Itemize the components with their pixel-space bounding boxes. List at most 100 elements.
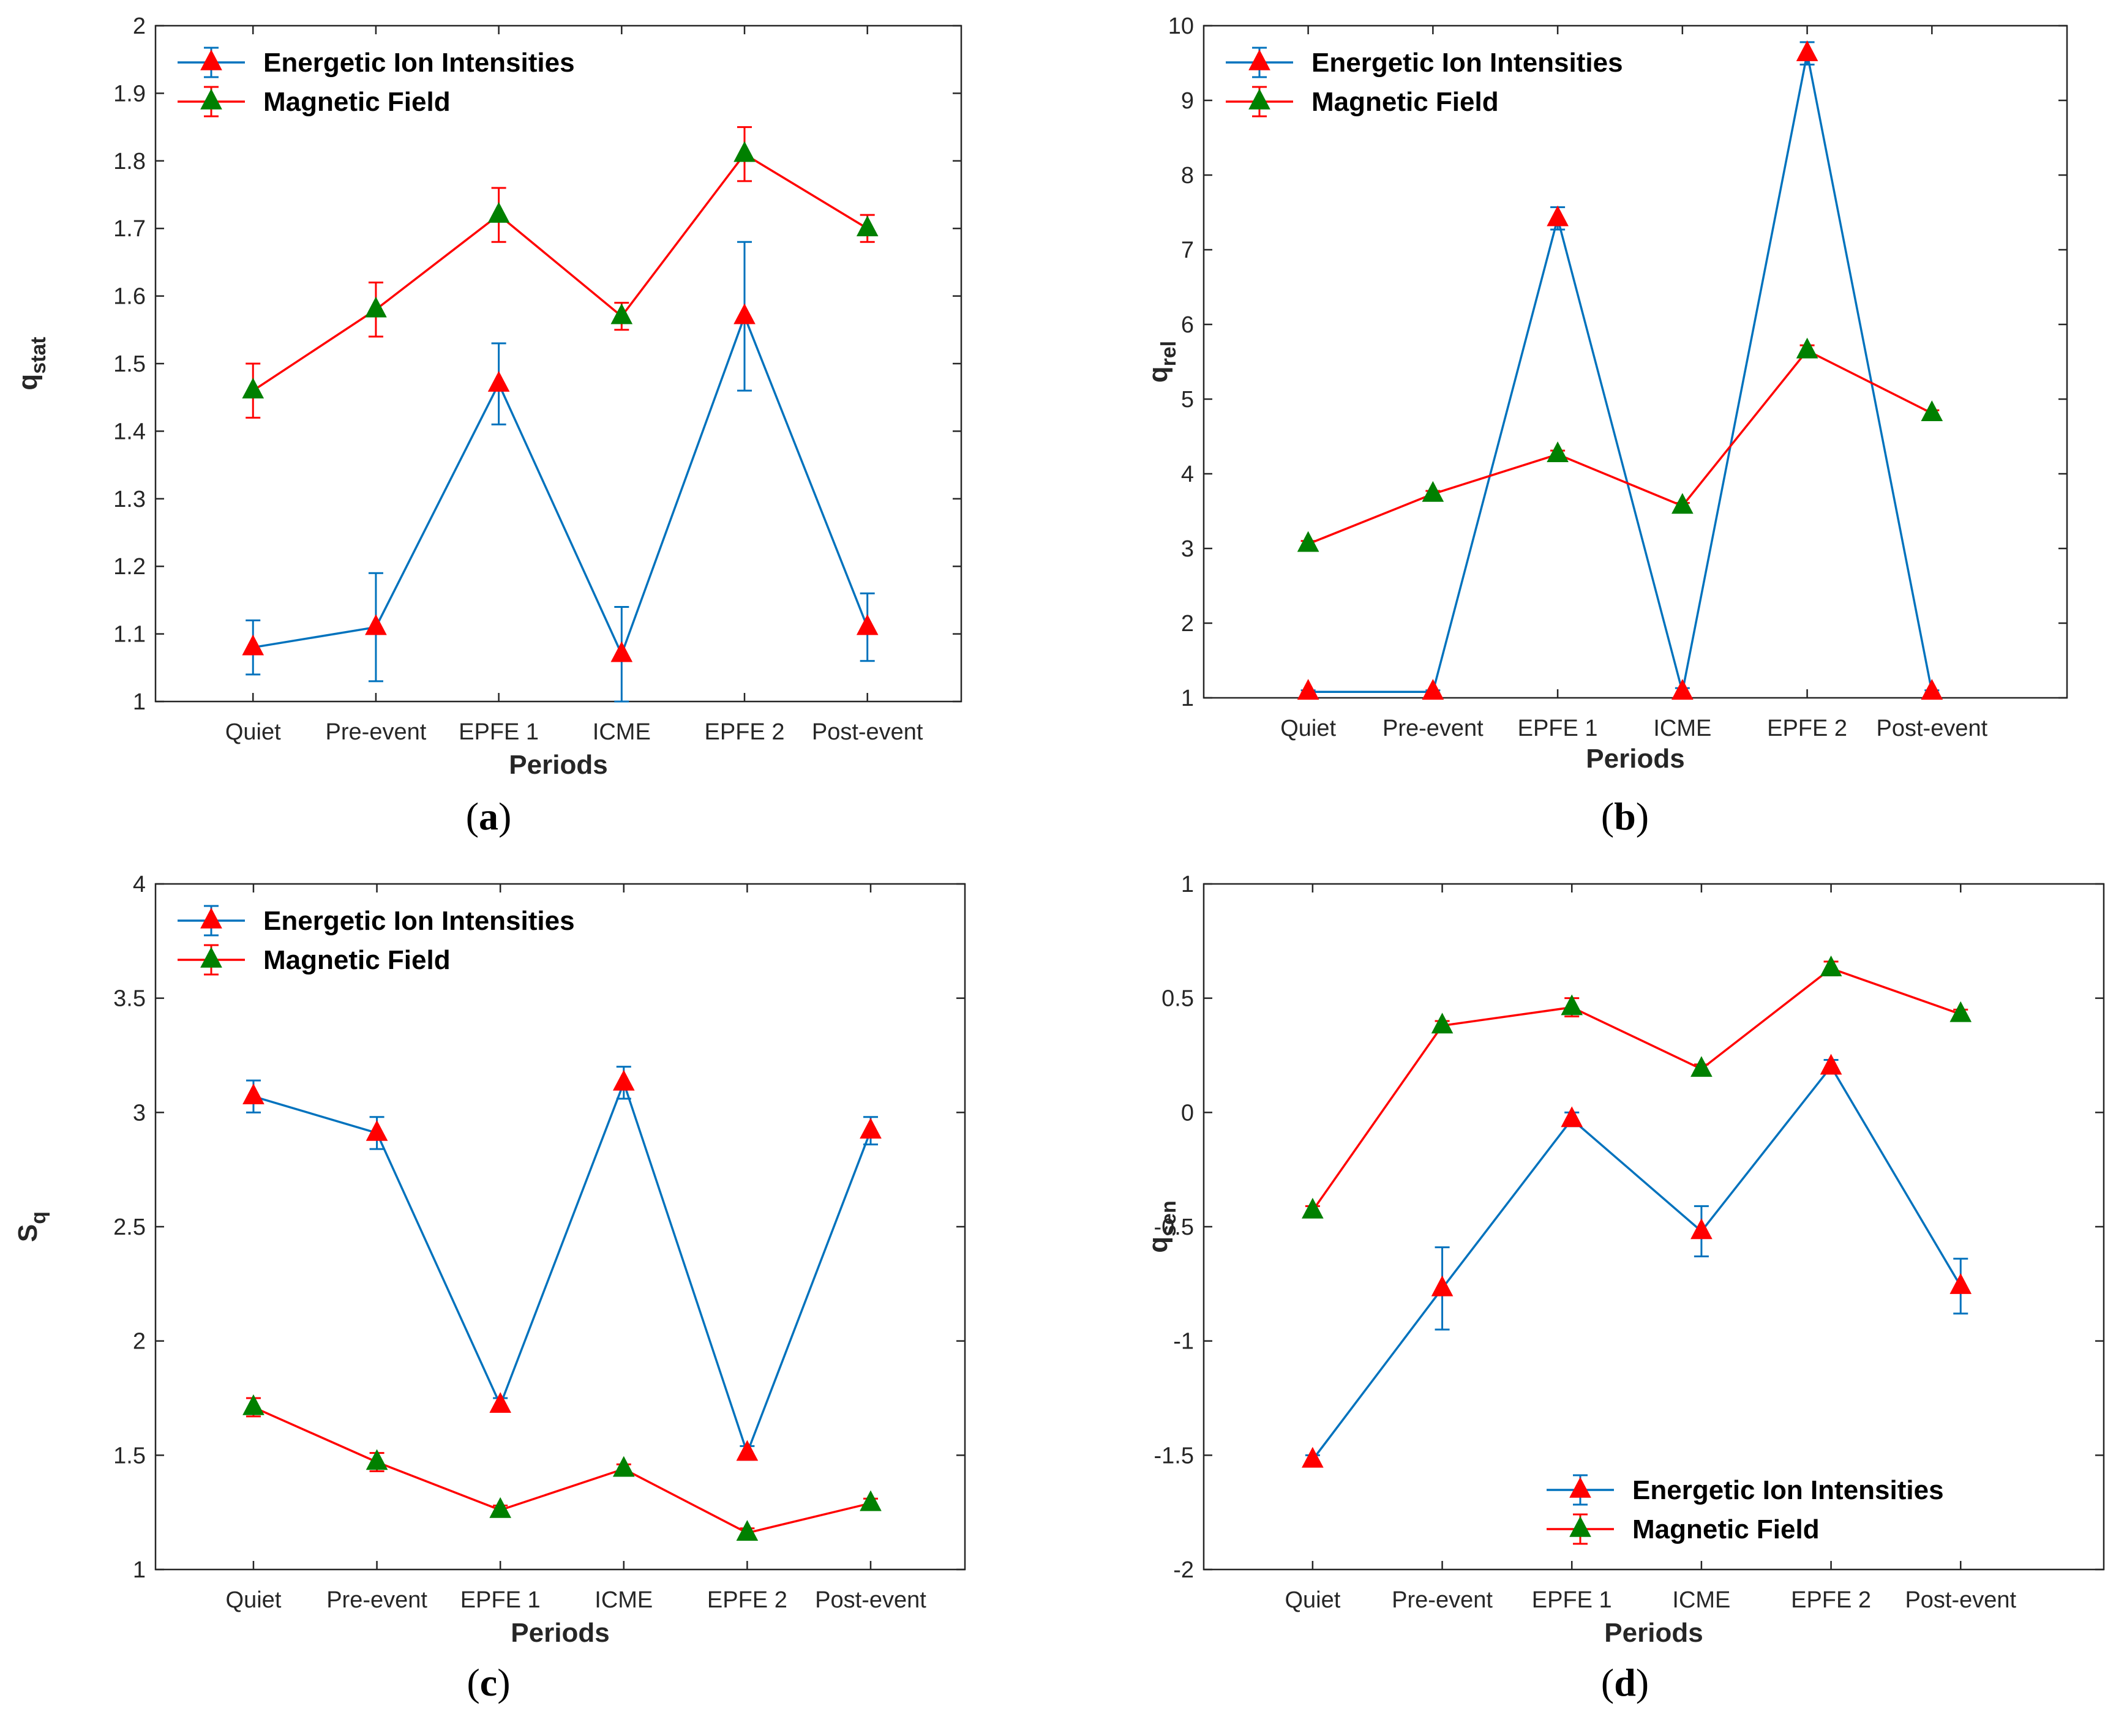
series-magnetic-field bbox=[1302, 956, 1972, 1219]
y-axis-title: qstat bbox=[13, 337, 50, 390]
data-point-marker bbox=[365, 296, 387, 318]
data-point-marker bbox=[610, 303, 633, 324]
data-point-marker bbox=[733, 141, 756, 162]
chart-panel-b: 1 2 3 4 5 6 7 8 9 10 Quiet Pre-event EPFE 1 ICME EPFE … bbox=[1143, 13, 2068, 838]
x-tick-label: EPFE 2 bbox=[1767, 716, 1847, 741]
data-point-marker bbox=[366, 1120, 388, 1141]
x-tick-label: Pre-event bbox=[326, 1587, 427, 1613]
data-point-marker bbox=[1949, 1273, 1972, 1294]
series-line bbox=[1311, 967, 1961, 1211]
y-axis-title-main: S bbox=[13, 1224, 43, 1242]
y-tick-label: 1.7 bbox=[113, 216, 146, 242]
x-tick-label: Pre-event bbox=[1383, 716, 1484, 741]
data-point-marker bbox=[242, 378, 264, 398]
legend-marker bbox=[1248, 88, 1270, 110]
caption-paren-close: ) bbox=[497, 1661, 510, 1704]
caption-paren-close: ) bbox=[1636, 795, 1649, 838]
x-axis-title: Periods bbox=[509, 750, 607, 780]
data-point-marker bbox=[610, 641, 633, 662]
data-point-marker bbox=[1431, 1275, 1454, 1296]
x-tick-label: ICME bbox=[595, 1587, 653, 1613]
x-tick-label: Quiet bbox=[226, 1587, 282, 1613]
data-point-marker bbox=[1547, 441, 1569, 463]
plot-area-frame bbox=[1202, 24, 2068, 699]
data-point-marker bbox=[487, 202, 510, 223]
legend: Energetic Ion Intensities Magnetic Field bbox=[178, 905, 575, 976]
y-axis-title-subscript: sen bbox=[1157, 1200, 1180, 1237]
caption-paren-close: ) bbox=[498, 795, 511, 838]
panel-caption: (a) bbox=[466, 795, 512, 838]
y-tick-label: 9 bbox=[1181, 88, 1194, 114]
y-tick-label: 1 bbox=[1181, 872, 1194, 897]
panel-caption: (c) bbox=[467, 1661, 510, 1704]
data-point-marker bbox=[242, 1083, 264, 1104]
plot-area-frame bbox=[1202, 883, 2105, 1571]
legend-label: Energetic Ion Intensities bbox=[1632, 1475, 1944, 1505]
chart-panel-a: 1 1.1 1.2 1.3 1.4 1.5 1.6 1.7 1.8 1.9 2 Quiet Pre-ev… bbox=[13, 13, 962, 838]
y-axis-title-subscript: stat bbox=[27, 337, 50, 373]
x-tick-label: EPFE 2 bbox=[705, 719, 785, 745]
series-line bbox=[1307, 349, 1933, 545]
y-tick-label: 3 bbox=[133, 1100, 146, 1126]
data-point-marker bbox=[736, 1440, 759, 1461]
data-point-marker bbox=[1422, 679, 1444, 700]
y-tick-label: 3.5 bbox=[113, 986, 146, 1012]
data-point-marker bbox=[1302, 1446, 1324, 1468]
x-tick-label: Post-event bbox=[815, 1587, 926, 1613]
y-axis-title-main: q bbox=[1143, 366, 1173, 383]
x-tick-label: ICME bbox=[593, 719, 651, 745]
x-tick-label: EPFE 2 bbox=[707, 1587, 787, 1613]
y-tick-label: 6 bbox=[1181, 312, 1194, 338]
caption-paren-close: ) bbox=[1636, 1661, 1649, 1704]
x-tick-label: EPFE 2 bbox=[1791, 1587, 1871, 1613]
series-line bbox=[252, 313, 869, 657]
data-point-marker bbox=[242, 1394, 264, 1415]
x-tick-label: ICME bbox=[1672, 1587, 1730, 1613]
data-point-marker bbox=[860, 1118, 882, 1139]
legend-marker bbox=[200, 907, 222, 929]
chart-panel-d: -2 -1.5 -1 -0.5 0 0.5 1 Quiet Pre-event EPFE 1 ICM… bbox=[1143, 872, 2105, 1704]
legend-marker bbox=[200, 88, 222, 110]
y-tick-label: 1.6 bbox=[113, 284, 146, 310]
legend-marker bbox=[200, 49, 222, 70]
data-point-marker bbox=[860, 1490, 882, 1511]
caption-letter: c bbox=[480, 1661, 497, 1704]
data-point-marker bbox=[365, 614, 387, 635]
x-axis-title: Periods bbox=[511, 1618, 609, 1648]
data-point-marker bbox=[489, 1392, 512, 1413]
caption-letter: b bbox=[1614, 795, 1636, 838]
data-point-marker bbox=[1297, 679, 1319, 700]
data-point-marker bbox=[1302, 1197, 1324, 1219]
data-point-marker bbox=[487, 371, 510, 392]
data-point-marker bbox=[856, 614, 879, 635]
series-line bbox=[252, 152, 868, 392]
series-energetic-ion bbox=[242, 241, 879, 703]
legend-marker bbox=[1248, 49, 1270, 70]
y-tick-label: 2 bbox=[1181, 611, 1194, 637]
x-tick-label: Pre-event bbox=[326, 719, 427, 745]
y-axis-title: Sq bbox=[13, 1211, 50, 1242]
data-point-marker bbox=[1547, 205, 1569, 226]
caption-paren-open: ( bbox=[1601, 1661, 1614, 1704]
data-point-marker bbox=[1796, 337, 1818, 359]
data-point-marker bbox=[736, 1520, 759, 1541]
x-axis-title: Periods bbox=[1604, 1618, 1703, 1648]
data-point-marker bbox=[1820, 956, 1842, 976]
plot-area-frame bbox=[154, 24, 962, 703]
data-point-marker bbox=[856, 215, 879, 236]
caption-paren-open: ( bbox=[1601, 795, 1614, 838]
data-point-marker bbox=[1671, 679, 1694, 700]
data-point-marker bbox=[1422, 481, 1444, 502]
y-tick-label: -0.5 bbox=[1154, 1214, 1194, 1240]
data-point-marker bbox=[1561, 1106, 1583, 1128]
legend-marker bbox=[200, 946, 222, 968]
x-tick-label: Quiet bbox=[225, 719, 281, 745]
plot-area-frame bbox=[154, 883, 966, 1571]
y-axis-title-subscript: rel bbox=[1157, 341, 1180, 367]
y-axis-title-subscript: q bbox=[27, 1211, 50, 1224]
series-line bbox=[1308, 53, 1934, 693]
legend-label: Energetic Ion Intensities bbox=[1311, 48, 1623, 78]
series-energetic-ion bbox=[1302, 1053, 1972, 1468]
panel-caption: (b) bbox=[1601, 795, 1649, 838]
